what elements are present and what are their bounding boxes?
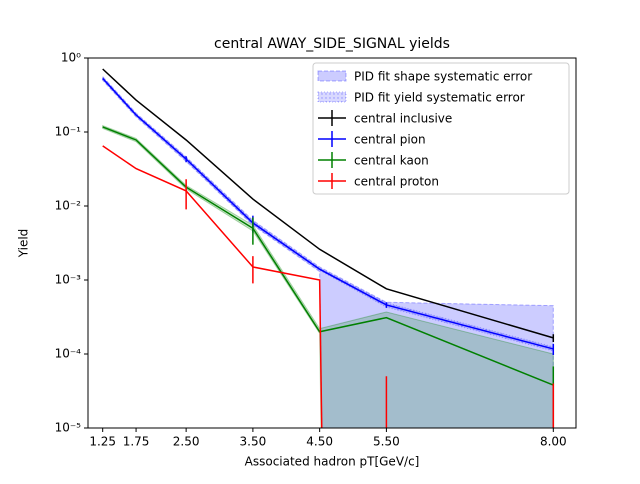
legend-swatch [317, 91, 347, 103]
error-band [102, 124, 554, 428]
x-axis-label: Associated hadron pT[GeV/c] [245, 455, 420, 469]
x-tick-label: 8.00 [540, 435, 567, 449]
y-tick-label: 10⁻² [55, 199, 82, 213]
legend-label: central inclusive [354, 112, 452, 126]
y-tick-label: 10⁻³ [55, 273, 82, 287]
legend-label: central proton [354, 175, 439, 189]
y-axis-label: Yield [17, 229, 31, 259]
legend-label: PID fit yield systematic error [354, 91, 525, 105]
y-tick-label: 10⁻⁵ [55, 421, 82, 435]
y-tick-label: 10⁰ [61, 51, 81, 65]
x-tick-label: 1.25 [89, 435, 116, 449]
legend-swatch [317, 70, 347, 82]
error-band [102, 75, 554, 352]
legend-label: central kaon [354, 154, 429, 168]
series-line [102, 68, 554, 339]
legend-box [312, 62, 570, 195]
legend-label: central pion [354, 133, 426, 147]
legend: PID fit shape systematic error PID fit yi… [312, 62, 570, 195]
x-tick-label: 5.50 [373, 435, 400, 449]
axes-frame [87, 57, 577, 429]
x-tick-label: 2.50 [173, 435, 200, 449]
chart-title: central AWAY_SIDE_SIGNAL yields [214, 36, 450, 52]
legend-label: PID fit shape systematic error [354, 70, 532, 84]
x-tick-label: 4.50 [306, 435, 333, 449]
y-tick-label: 10⁻¹ [55, 125, 82, 139]
x-tick-label: 1.75 [123, 435, 150, 449]
x-tick-label: 3.50 [240, 435, 267, 449]
y-tick-label: 10⁻⁴ [55, 347, 82, 361]
plot-area [102, 68, 555, 428]
